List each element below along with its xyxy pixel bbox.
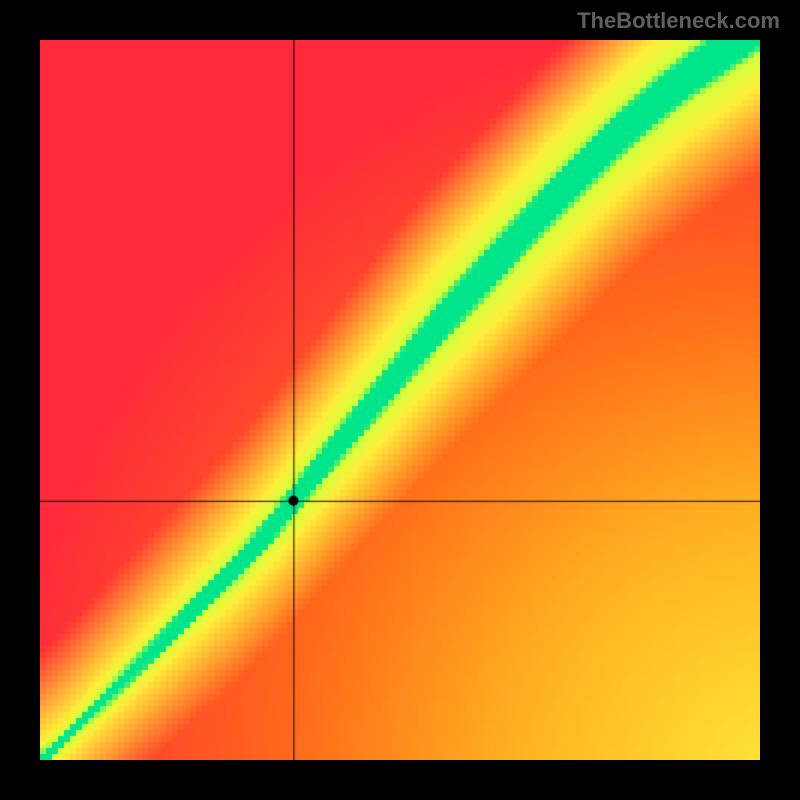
watermark-text: TheBottleneck.com bbox=[577, 8, 780, 34]
chart-frame: TheBottleneck.com bbox=[0, 0, 800, 800]
heatmap-plot bbox=[40, 40, 760, 760]
heatmap-canvas bbox=[40, 40, 760, 760]
